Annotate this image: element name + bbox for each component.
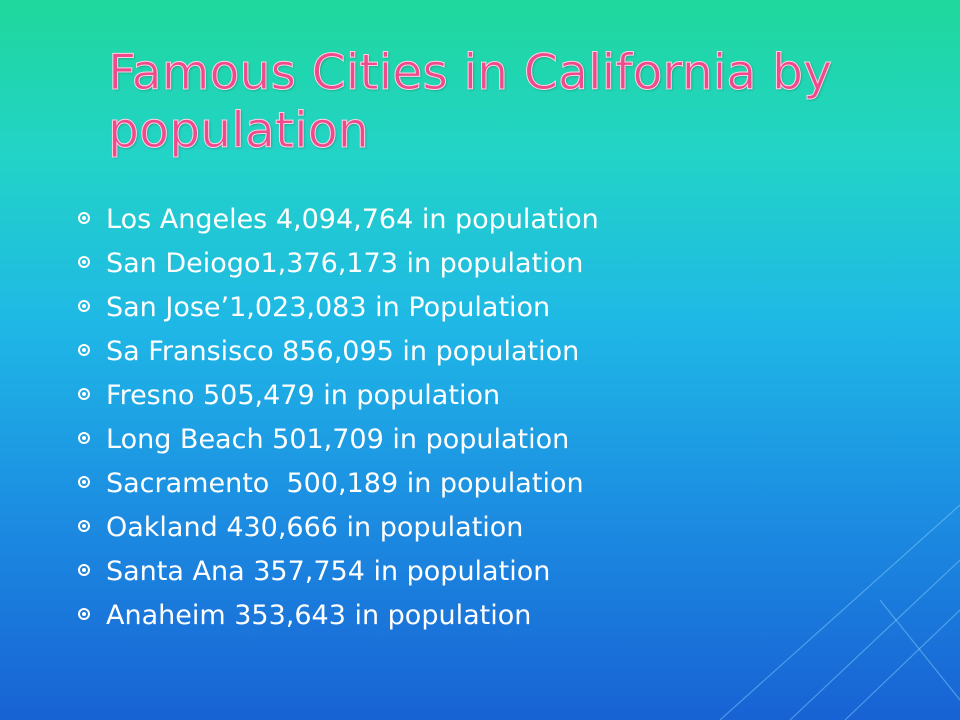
bullet-item: Sa Fransisco 856,095 in population (76, 330, 599, 374)
bullet-item: Sacramento 500,189 in population (76, 462, 599, 506)
bullet-item: Santa Ana 357,754 in population (76, 550, 599, 594)
bullet-list: Los Angeles 4,094,764 in population San D… (76, 198, 599, 638)
bullet-item: Fresno 505,479 in population (76, 374, 599, 418)
bullet-item: Oakland 430,666 in population (76, 506, 599, 550)
bullet-item: Long Beach 501,709 in population (76, 418, 599, 462)
bullet-item: Anaheim 353,643 in population (76, 594, 599, 638)
slide-title: Famous Cities in California by populatio… (108, 44, 833, 160)
bullet-item: Los Angeles 4,094,764 in population (76, 198, 599, 242)
bullet-item: San Deiogo1,376,173 in population (76, 242, 599, 286)
bullet-item: San Jose’1,023,083 in Population (76, 286, 599, 330)
